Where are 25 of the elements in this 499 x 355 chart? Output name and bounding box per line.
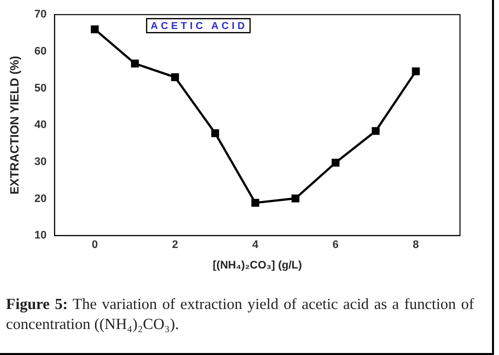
y-axis-title: EXTRACTION YIELD (%) xyxy=(8,56,22,194)
y-tick-label: 20 xyxy=(34,192,47,205)
point xyxy=(211,129,220,138)
point xyxy=(372,127,380,135)
point xyxy=(251,198,260,207)
point xyxy=(90,25,99,34)
point xyxy=(332,158,340,167)
annotation: ACETIC ACID xyxy=(150,20,248,32)
x-tick-label: 2 xyxy=(172,239,178,252)
point xyxy=(412,67,420,76)
caption: Figure 5: The variation of extraction yield of acetic acid as a function of concentration ((NH₄)₂CO₃). xyxy=(6,295,474,335)
y-tick-label: 60 xyxy=(34,45,47,58)
x-tick-label: 0 xyxy=(92,239,98,252)
x-tick-label: 6 xyxy=(332,239,339,252)
point xyxy=(130,60,139,68)
x-axis-title: [(NH₄)₂CO₃] (g/L) xyxy=(212,259,302,272)
y-tick-label: 70 xyxy=(34,8,47,21)
x-tick-label: 4 xyxy=(252,239,260,252)
y-tick-label: 10 xyxy=(34,230,47,242)
point xyxy=(292,194,300,202)
y-tick-label: 30 xyxy=(34,156,47,168)
x-tick-label: 8 xyxy=(412,239,419,252)
point xyxy=(171,73,179,82)
y-tick-label: 50 xyxy=(34,82,47,94)
y-tick-label: 40 xyxy=(34,119,47,132)
